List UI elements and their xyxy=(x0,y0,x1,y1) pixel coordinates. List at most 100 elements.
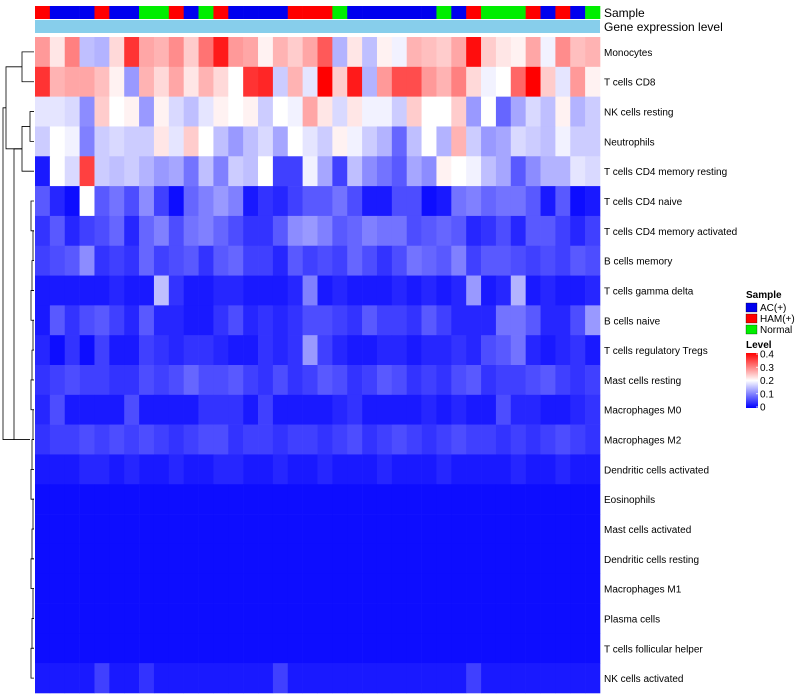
heatmap-cell xyxy=(570,305,586,336)
heatmap-cell xyxy=(495,96,512,127)
heatmap-cell xyxy=(347,96,363,127)
heatmap-cell xyxy=(555,156,571,187)
row-label: Neutrophils xyxy=(604,137,655,148)
heatmap-cell xyxy=(79,365,95,396)
heatmap-cell xyxy=(362,365,378,396)
heatmap-cell xyxy=(466,96,482,127)
heatmap-cell xyxy=(183,484,199,515)
heatmap-cell xyxy=(555,484,571,515)
heatmap-cell xyxy=(94,633,110,664)
heatmap-cell xyxy=(451,305,467,336)
heatmap-cell xyxy=(302,37,318,68)
heatmap-cell xyxy=(347,484,363,515)
heatmap-cell xyxy=(258,305,274,336)
heatmap-cell xyxy=(451,514,467,545)
heatmap-cell xyxy=(287,96,303,127)
heatmap-cell xyxy=(406,543,422,575)
heatmap-cell xyxy=(153,275,170,306)
dendrogram-branch xyxy=(31,439,34,470)
heatmap-cell xyxy=(198,454,214,485)
heatmap-cell xyxy=(213,186,229,217)
legend-swatch xyxy=(745,302,758,313)
heatmap-cell xyxy=(124,633,140,664)
heatmap-cell xyxy=(570,454,586,485)
heatmap-cell xyxy=(347,245,363,276)
heatmap-cell xyxy=(362,514,378,545)
annotation-tracks xyxy=(35,6,601,33)
heatmap-cell xyxy=(421,335,437,366)
heatmap-cell xyxy=(183,365,199,396)
heatmap-cell xyxy=(302,126,318,157)
heatmap-cell xyxy=(287,424,303,455)
heatmap-cell xyxy=(168,335,184,366)
heatmap-cell xyxy=(421,394,437,425)
sample-annotation-cell xyxy=(79,6,95,19)
sample-annotation-cell xyxy=(585,6,601,19)
heatmap-cell xyxy=(332,96,348,127)
heatmap-cell xyxy=(421,365,437,396)
heatmap-cell xyxy=(302,454,318,485)
heatmap-cell xyxy=(525,514,541,545)
heatmap-cell xyxy=(139,484,155,515)
heatmap-cell xyxy=(168,633,184,664)
heatmap-cell xyxy=(421,96,437,127)
heatmap-cell xyxy=(421,573,437,604)
heatmap-cell xyxy=(510,365,526,396)
heatmap-cell xyxy=(168,424,184,455)
heatmap-cell xyxy=(139,663,155,694)
legend: Sample AC(+)HAM(+)Normal Level 0.4 0.3 0.2… xyxy=(745,290,795,414)
heatmap-cell xyxy=(585,633,601,664)
heatmap-cell xyxy=(94,186,110,217)
heatmap-cell xyxy=(570,573,586,604)
heatmap-cell xyxy=(362,37,378,68)
heatmap-cell xyxy=(153,454,170,485)
heatmap-cell xyxy=(466,215,482,247)
heatmap-cell xyxy=(317,573,333,604)
sample-annotation-cell xyxy=(406,6,422,19)
heatmap-cell xyxy=(153,37,170,68)
heatmap-cell xyxy=(124,424,140,455)
heatmap-cell xyxy=(362,156,378,187)
sample-annotation-cell xyxy=(49,6,66,19)
heatmap-cell xyxy=(287,484,303,515)
heatmap-cell xyxy=(302,275,318,306)
heatmap-cell xyxy=(49,633,66,664)
heatmap-cell xyxy=(391,335,408,366)
sample-annotation-cell xyxy=(139,6,155,19)
heatmap-cell xyxy=(540,394,556,425)
heatmap-cell xyxy=(258,543,274,575)
heatmap-cell xyxy=(35,156,51,187)
heatmap-cell xyxy=(436,186,452,217)
heatmap-cell xyxy=(139,215,155,247)
heatmap-cell xyxy=(406,335,422,366)
legend-swatch xyxy=(745,313,758,324)
heatmap-cell xyxy=(376,126,393,157)
heatmap-cell xyxy=(362,96,378,127)
heatmap-cell xyxy=(570,365,586,396)
heatmap-cell xyxy=(525,365,541,396)
heatmap-cell xyxy=(153,603,170,634)
heatmap-cell xyxy=(466,573,482,604)
heatmap-cell xyxy=(436,454,452,485)
heatmap-cell xyxy=(272,245,289,276)
heatmap-cell xyxy=(287,633,303,664)
heatmap-cell xyxy=(213,543,229,575)
heatmap-cell xyxy=(481,96,497,127)
heatmap-cell xyxy=(153,484,170,515)
sample-annotation-cell xyxy=(347,6,363,19)
heatmap-cell xyxy=(109,394,125,425)
heatmap-cell xyxy=(317,275,333,306)
heatmap-cell xyxy=(570,215,586,247)
heatmap-cell xyxy=(376,275,393,306)
sample-annotation-cell xyxy=(317,6,333,19)
heatmap-cell xyxy=(228,484,244,515)
heatmap-cell xyxy=(243,96,259,127)
heatmap-cell xyxy=(451,156,467,187)
heatmap-cell xyxy=(287,365,303,396)
heatmap-cell xyxy=(243,365,259,396)
heatmap-cell xyxy=(168,66,184,97)
heatmap-cell xyxy=(481,573,497,604)
heatmap-cell xyxy=(436,424,452,455)
heatmap-cell xyxy=(466,484,482,515)
heatmap-cell xyxy=(139,126,155,157)
